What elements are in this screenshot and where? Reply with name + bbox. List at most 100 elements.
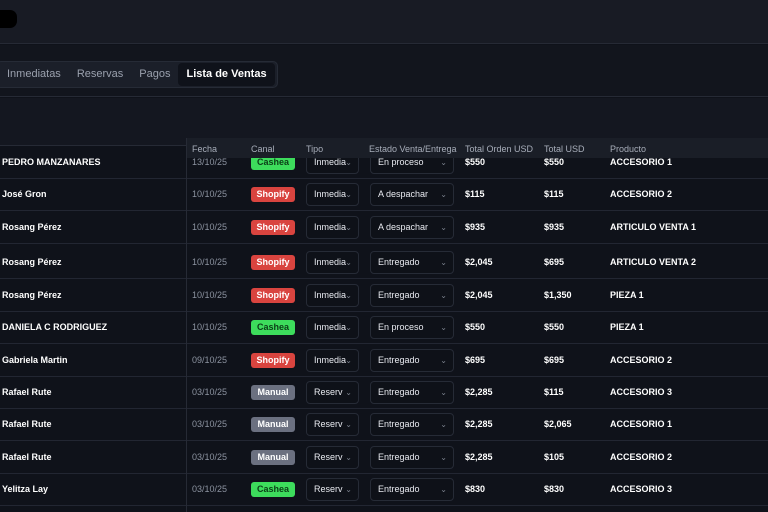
- chevron-down-icon: ⌄: [345, 158, 352, 167]
- col-fecha[interactable]: Fecha: [192, 144, 218, 154]
- table-header: Fecha Canal Tipo Estado Venta/Entrega To…: [186, 138, 768, 158]
- table-row[interactable]: PEDRO MANZANARES 13/10/25 Cashea Inmedia…: [0, 146, 768, 179]
- total-orden-usd: $2,285: [465, 419, 493, 429]
- col-producto[interactable]: Producto: [610, 144, 647, 154]
- product: ACCESORIO 1: [610, 419, 673, 429]
- tab-pagos[interactable]: Pagos: [139, 68, 171, 80]
- chevron-down-icon: ⌄: [440, 258, 447, 267]
- table-row[interactable]: Rosang Pérez 10/10/25 Shopify Inmedia ⌄ E…: [0, 279, 768, 312]
- estado-select[interactable]: Entregado ⌄: [370, 478, 454, 501]
- total-usd: $115: [544, 189, 564, 199]
- order-date: 03/10/25: [192, 387, 228, 397]
- col-total-orden[interactable]: Total Orden USD: [465, 144, 534, 154]
- tipo-select[interactable]: Reserv ⌄: [306, 413, 359, 436]
- table-row[interactable]: Rafael Rute 03/10/25 Manual Reserv ⌄ Entr…: [0, 376, 768, 409]
- tab-inmediatas[interactable]: Inmediatas: [7, 68, 61, 80]
- product: ACCESORIO 2: [610, 189, 673, 199]
- tab-reservas[interactable]: Reservas: [76, 68, 124, 80]
- total-orden-usd: $115: [465, 189, 485, 199]
- order-date: 10/10/25: [192, 290, 228, 300]
- table-row[interactable]: DANIELA C RODRIGUEZ 10/10/25 Cashea Inme…: [0, 311, 768, 344]
- estado-select[interactable]: Entregado ⌄: [370, 284, 454, 307]
- total-usd: $1,350: [544, 290, 572, 300]
- tipo-select[interactable]: Inmedia ⌄: [306, 251, 359, 274]
- tipo-value: Inmedia: [314, 189, 347, 199]
- tipo-select[interactable]: Reserv ⌄: [306, 446, 359, 469]
- table-row[interactable]: Gabriela Martin 09/10/25 Shopify Inmedia…: [0, 344, 768, 377]
- estado-select[interactable]: Entregado ⌄: [370, 251, 454, 274]
- product: ACCESORIO 3: [610, 387, 673, 397]
- estado-select[interactable]: Entregado ⌄: [370, 446, 454, 469]
- table-row[interactable]: Yelitza Lay 03/10/25 Cashea Reserv ⌄ Entr…: [0, 473, 768, 506]
- estado-value: Entregado: [378, 355, 420, 365]
- client-name: Rosang Pérez: [2, 257, 62, 267]
- chevron-down-icon: ⌄: [345, 388, 352, 397]
- tipo-value: Reserv: [314, 484, 343, 494]
- col-tipo[interactable]: Tipo: [306, 144, 324, 154]
- tipo-select[interactable]: Reserv ⌄: [306, 381, 359, 404]
- chevron-down-icon: ⌄: [345, 420, 352, 429]
- total-orden-usd: $2,045: [465, 257, 493, 267]
- table-row[interactable]: Rosang Pérez 10/10/25 Shopify Inmedia ⌄ A…: [0, 211, 768, 244]
- order-date: 10/10/25: [192, 222, 228, 232]
- estado-select[interactable]: A despachar ⌄: [370, 216, 454, 239]
- col-total-usd[interactable]: Total USD: [544, 144, 585, 154]
- col-canal[interactable]: Canal: [251, 144, 275, 154]
- tipo-value: Inmedia: [314, 222, 347, 232]
- client-name: José Gron: [2, 189, 47, 199]
- product: PIEZA 1: [610, 322, 644, 332]
- estado-value: Entregado: [378, 257, 420, 267]
- chevron-down-icon: ⌄: [345, 223, 352, 232]
- table-row[interactable]: José Gron 10/10/25 Shopify Inmedia ⌄ A de…: [0, 178, 768, 211]
- client-name: Gabriela Martin: [2, 355, 68, 365]
- estado-value: A despachar: [378, 189, 429, 199]
- estado-select[interactable]: Entregado ⌄: [370, 349, 454, 372]
- estado-value: Entregado: [378, 419, 420, 429]
- estado-select[interactable]: Entregado ⌄: [370, 413, 454, 436]
- chevron-down-icon: ⌄: [440, 291, 447, 300]
- logo: [0, 10, 17, 28]
- estado-value: En proceso: [378, 157, 424, 167]
- tipo-value: Reserv: [314, 419, 343, 429]
- estado-select[interactable]: A despachar ⌄: [370, 183, 454, 206]
- channel-badge: Shopify: [251, 220, 295, 235]
- tab-section: Inmediatas Reservas Pagos Lista de Venta…: [0, 45, 768, 97]
- tipo-select[interactable]: Inmedia ⌄: [306, 349, 359, 372]
- order-date: 13/10/25: [192, 157, 228, 167]
- order-date: 10/10/25: [192, 257, 228, 267]
- estado-value: Entregado: [378, 290, 420, 300]
- table-row[interactable]: Rafael Rute 03/10/25 Manual Reserv ⌄ Entr…: [0, 408, 768, 441]
- total-usd: $695: [544, 355, 565, 365]
- channel-badge: Manual: [251, 450, 295, 465]
- total-orden-usd: $830: [465, 484, 486, 494]
- channel-badge: Manual: [251, 385, 295, 400]
- channel-badge: Shopify: [251, 288, 295, 303]
- estado-value: Entregado: [378, 484, 420, 494]
- channel-badge: Cashea: [251, 320, 295, 335]
- table-row[interactable]: Rafael Rute 03/10/25 Manual Reserv ⌄ Entr…: [0, 441, 768, 474]
- tipo-select[interactable]: Inmedia ⌄: [306, 284, 359, 307]
- estado-select[interactable]: Entregado ⌄: [370, 381, 454, 404]
- channel-badge: Cashea: [251, 155, 295, 170]
- channel-badge: Cashea: [251, 482, 295, 497]
- col-estado[interactable]: Estado Venta/Entrega: [369, 144, 457, 154]
- estado-select[interactable]: En proceso ⌄: [370, 316, 454, 339]
- chevron-down-icon: ⌄: [440, 356, 447, 365]
- tipo-select[interactable]: Inmedia ⌄: [306, 216, 359, 239]
- tipo-select[interactable]: Reserv ⌄: [306, 478, 359, 501]
- chevron-down-icon: ⌄: [440, 323, 447, 332]
- total-orden-usd: $2,285: [465, 387, 493, 397]
- tab-lista-de-ventas[interactable]: Lista de Ventas: [178, 63, 275, 86]
- client-name: DANIELA C RODRIGUEZ: [2, 322, 108, 332]
- client-name: PEDRO MANZANARES: [2, 157, 101, 167]
- total-usd: $550: [544, 322, 565, 332]
- tipo-select[interactable]: Inmedia ⌄: [306, 316, 359, 339]
- chevron-down-icon: ⌄: [440, 453, 447, 462]
- tipo-select[interactable]: Inmedia ⌄: [306, 183, 359, 206]
- chevron-down-icon: ⌄: [440, 158, 447, 167]
- product: PIEZA 1: [610, 290, 644, 300]
- total-usd: $105: [544, 452, 565, 462]
- table-row[interactable]: Rosang Pérez 10/10/25 Shopify Inmedia ⌄ E…: [0, 246, 768, 279]
- column-divider: [186, 138, 187, 512]
- channel-badge: Shopify: [251, 255, 295, 270]
